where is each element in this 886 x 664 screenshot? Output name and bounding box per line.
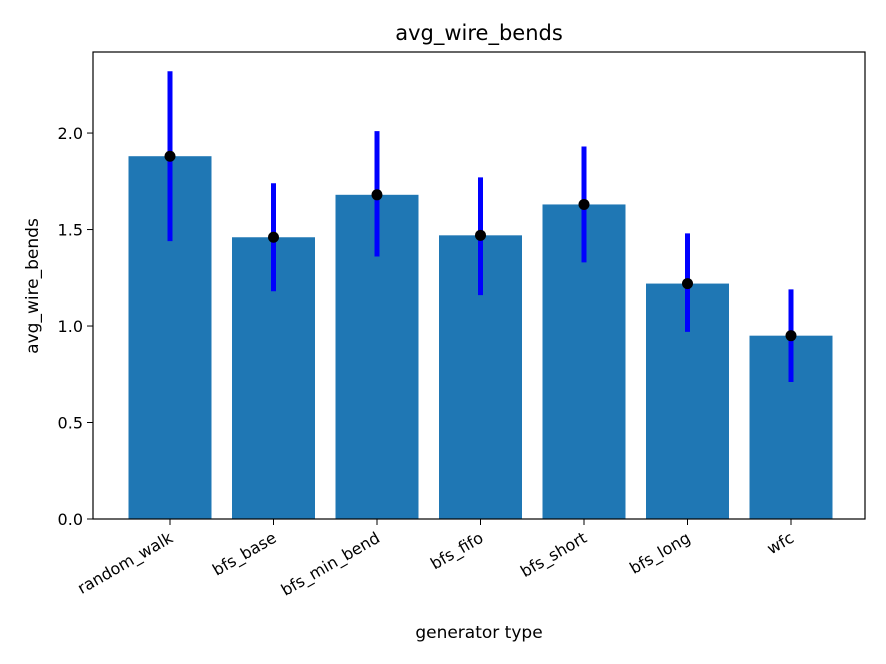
point-wfc [785,330,797,342]
x-tick-label: bfs_short [517,528,590,582]
point-bfs_base [268,231,279,243]
x-tick-label: bfs_min_bend [278,528,384,601]
x-tick-label: bfs_long [626,528,694,579]
y-tick-label: 1.5 [58,221,83,240]
y-tick-label: 1.0 [58,317,83,336]
y-tick-label: 2.0 [58,124,83,143]
y-tick-label: 0.5 [58,414,83,433]
x-tick-label: wfc [764,528,797,558]
point-bfs_long [682,278,693,290]
point-bfs_min_bend [371,189,383,201]
point-bfs_fifo [475,229,486,241]
x-tick-label: bfs_base [209,528,280,580]
x-tick-label: random_walk [74,528,177,599]
axes-frame [92,51,866,520]
point-random_walk [164,150,176,162]
plot-area: 0.0 0.5 1.0 1.5 2.0 random_walk bfs_basebfs_mi… [58,71,833,601]
point-bfs_short [578,198,590,210]
x-tick-label: bfs_fifo [427,528,487,574]
chart-title: avg_wire_bends [395,21,563,46]
y-tick-label: 0.0 [58,510,83,529]
x-axis-label: generator type [415,623,542,643]
y-axis-label: avg_wire_bends [23,218,43,354]
